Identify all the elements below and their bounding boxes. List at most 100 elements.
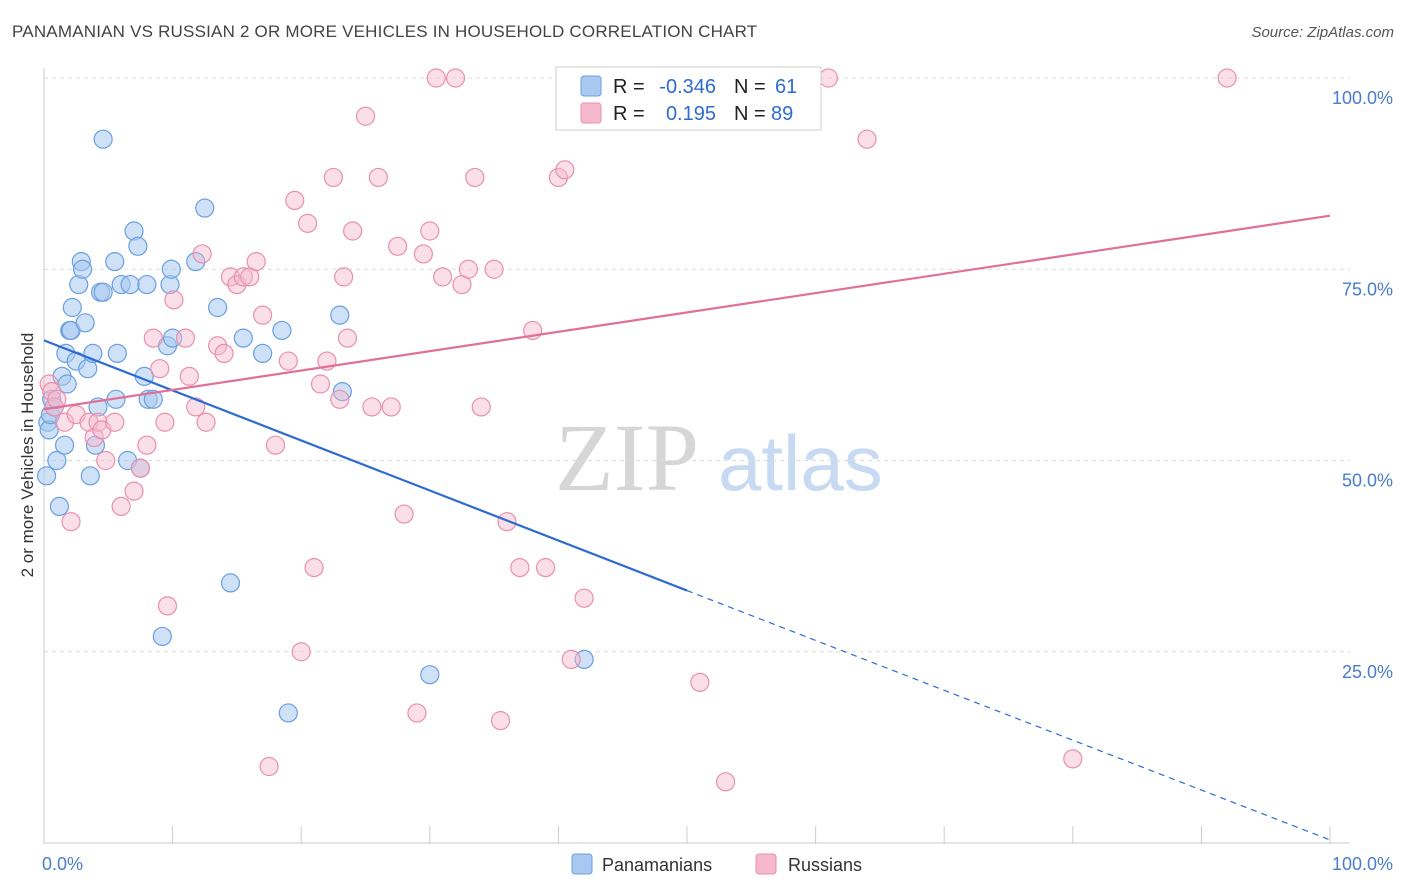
russian-point: [362, 397, 382, 417]
russians-points: [39, 68, 1237, 792]
russian-point: [179, 366, 199, 386]
russian-point: [175, 328, 196, 348]
trend-lines: [43, 214, 1331, 841]
russian-point: [111, 496, 131, 516]
grid-lines: [44, 77, 1350, 653]
panamanian-point: [62, 297, 82, 318]
legend-r-label-blue: R =: [613, 76, 645, 98]
russian-point: [208, 336, 228, 356]
russian-point: [381, 397, 401, 417]
russian-point: [471, 397, 491, 417]
russian-point: [150, 359, 170, 379]
axes: [43, 68, 1350, 844]
panamanian-point: [220, 573, 241, 593]
legend-n-value-blue: 61: [775, 76, 797, 98]
y-tick-label: 100.0%: [1332, 88, 1393, 108]
russian-point: [214, 343, 234, 363]
x-tick-label: 0.0%: [42, 854, 83, 874]
panamanian-point: [80, 466, 100, 486]
stats-legend: R = -0.346 N = 61 R = 0.195 N = 89: [555, 66, 822, 131]
russian-point: [561, 649, 581, 670]
russian-point: [548, 167, 569, 188]
panamanian-point: [186, 252, 206, 272]
panamanian-point: [253, 343, 273, 363]
y-tick-label: 25.0%: [1342, 662, 1393, 682]
panamanian-point: [233, 328, 253, 348]
series-legend: Panamanians Russians: [571, 853, 862, 875]
panamanian-point: [49, 496, 70, 516]
panamanian-point: [47, 450, 67, 471]
russian-point: [155, 412, 175, 432]
panamanians-points: [36, 129, 594, 723]
russian-point: [445, 68, 466, 88]
y-axis-title: 2 or more Vehicles in Household: [18, 333, 37, 578]
panamanian-point: [208, 297, 228, 318]
russian-point: [426, 68, 446, 88]
panamanian-point: [195, 198, 215, 218]
russian-point: [510, 557, 530, 578]
y-tick-label: 50.0%: [1342, 471, 1393, 491]
russian-point: [394, 504, 414, 524]
russian-point: [555, 160, 575, 180]
russian-point: [285, 190, 305, 210]
panamanian-point: [420, 665, 440, 685]
panamanian-point: [36, 466, 57, 486]
russian-point: [192, 244, 212, 264]
russian-point: [343, 221, 363, 241]
russian-point: [96, 450, 116, 471]
russian-point: [54, 412, 75, 432]
russian-point: [334, 267, 354, 287]
russian-point: [690, 672, 710, 692]
panamanian-point: [105, 252, 125, 272]
russian-point: [420, 221, 440, 241]
chart-title: PANAMANIAN VS RUSSIAN 2 OR MORE VEHICLES…: [12, 22, 758, 41]
russian-point: [124, 481, 144, 501]
russian-point: [298, 213, 318, 233]
series-legend-swatch-pink: [755, 853, 777, 875]
tick-labels: 25.0% 50.0% 75.0% 100.0% 0.0% 100.0%: [42, 88, 1393, 874]
russian-point: [84, 427, 104, 448]
russian-point: [196, 412, 216, 432]
watermark-atlas: atlas: [718, 419, 883, 507]
russians-trend-line: [43, 214, 1331, 411]
russian-point: [253, 305, 273, 325]
legend-r-value-pink: 0.195: [666, 103, 716, 125]
russian-point: [137, 435, 157, 455]
russian-point: [291, 642, 311, 662]
panamanian-point: [107, 343, 127, 363]
panamanian-point: [120, 274, 140, 295]
russian-point: [433, 267, 453, 287]
panamanian-point: [161, 259, 181, 279]
russian-point: [857, 129, 877, 149]
legend-r-value-blue: -0.346: [659, 76, 716, 98]
legend-n-label-blue: N =: [734, 76, 766, 98]
panamanian-point: [278, 703, 298, 723]
russian-point: [105, 412, 125, 432]
panamanian-point: [332, 382, 352, 402]
series-legend-label-blue: Panamanians: [602, 855, 712, 875]
source-credit: Source: ZipAtlas.com: [1251, 24, 1394, 41]
panamanian-point: [93, 282, 113, 302]
russian-point: [1063, 749, 1083, 769]
russian-point: [1217, 68, 1237, 88]
russian-point: [186, 397, 206, 417]
russian-point: [130, 458, 151, 478]
russian-point: [574, 588, 594, 608]
russian-point: [465, 167, 485, 188]
legend-swatch-blue: [580, 75, 602, 97]
russian-point: [304, 557, 324, 578]
panamanians-trend-line: [43, 339, 688, 592]
panamanian-point: [272, 320, 292, 341]
russian-point: [278, 351, 298, 371]
russian-point: [39, 374, 59, 394]
panamanian-point: [137, 274, 157, 295]
russian-point: [407, 703, 427, 723]
y-tick-label: 75.0%: [1342, 279, 1393, 299]
x-tick-label: 100.0%: [1332, 854, 1393, 874]
russian-point: [143, 328, 163, 348]
russian-point: [413, 244, 433, 264]
panamanian-point: [54, 435, 75, 455]
russian-point: [818, 68, 839, 88]
russian-point: [484, 259, 504, 279]
russian-point: [355, 106, 376, 126]
